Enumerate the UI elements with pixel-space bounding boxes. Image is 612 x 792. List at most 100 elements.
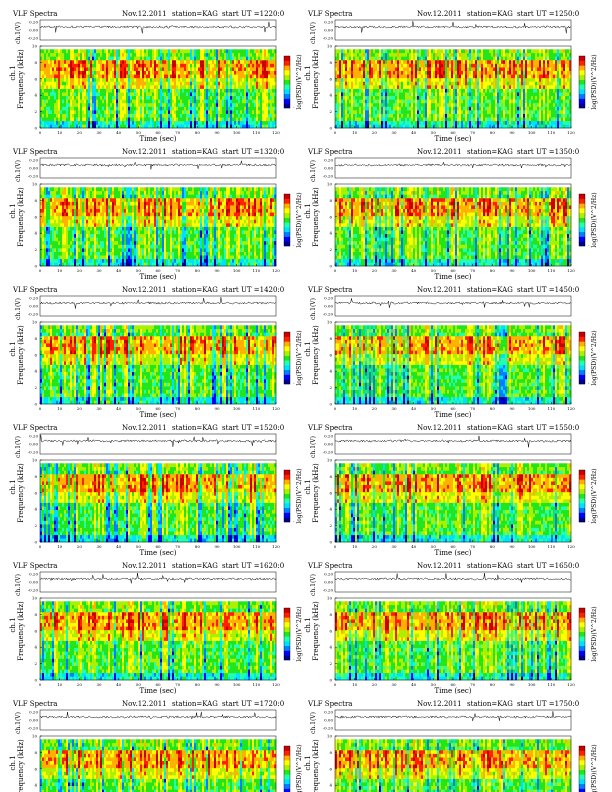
spectrogram-cell (248, 60, 250, 64)
spectrogram-cell (411, 64, 413, 68)
spectrogram-cell (491, 64, 493, 68)
spectrogram-cell (377, 85, 379, 89)
spectrogram-cell (441, 121, 443, 125)
spectrogram-cell (409, 117, 411, 121)
spectrogram-cell (272, 92, 274, 96)
spectrogram-cell (351, 103, 353, 107)
spectrogram-cell (42, 89, 44, 93)
colorbar-swatch (284, 99, 290, 104)
spectrogram-cell (463, 96, 465, 100)
spectrogram-cell (154, 67, 156, 71)
spectrogram-cell (449, 96, 451, 100)
spectrogram-cell (272, 124, 274, 128)
spectrogram-cell (503, 64, 505, 68)
spectrogram-cell (192, 81, 194, 85)
spectrogram-cell (168, 124, 170, 128)
spectrogram-cell (379, 53, 381, 57)
spectrogram-cell (485, 110, 487, 114)
spectrogram-cell (160, 121, 162, 125)
spectrogram-cell (507, 114, 509, 118)
spectrogram-cell (140, 99, 142, 103)
spectrogram-cell (252, 60, 254, 64)
spectrogram-cell (126, 67, 128, 71)
spectrogram-cell (425, 92, 427, 96)
spectrogram-cell (361, 114, 363, 118)
spectrogram-cell (381, 103, 383, 107)
spectrogram-cell (359, 85, 361, 89)
spectrogram-cell (363, 67, 365, 71)
spectrogram-cell (349, 107, 351, 111)
spectrogram-cell (453, 103, 455, 107)
spectrogram-cell (246, 99, 248, 103)
spectrogram-cell (220, 60, 222, 64)
spectrogram-cell (272, 89, 274, 93)
spectrogram-cell (411, 49, 413, 53)
spectrogram-cell (56, 114, 58, 118)
spectrogram-cell (445, 89, 447, 93)
spectrogram-cell (190, 64, 192, 68)
spectrogram-cell (82, 89, 84, 93)
spectrogram-cell (451, 60, 453, 64)
spectrogram-cell (341, 121, 343, 125)
spectrogram-cell (407, 85, 409, 89)
spectrogram-cell (104, 81, 106, 85)
spectrogram-cell (218, 56, 220, 60)
spectrogram-cell (88, 53, 90, 57)
spectrogram-cell (142, 71, 144, 75)
spectrogram-cell (168, 60, 170, 64)
spectrogram-cell (262, 121, 264, 125)
spectrogram-cell (166, 107, 168, 111)
spectrogram-cell (499, 114, 501, 118)
spectrogram-cell (68, 124, 70, 128)
spectrogram-cell (202, 110, 204, 114)
spectrogram-cell (383, 92, 385, 96)
spectrogram-cell (146, 117, 148, 121)
spectrogram-cell (80, 110, 82, 114)
spectrogram-cell (525, 117, 527, 121)
y-tick-label: 2 (34, 109, 37, 114)
spectrogram-cell (118, 81, 120, 85)
spectrogram-cell (196, 64, 198, 68)
spectrogram-cell (44, 49, 46, 53)
spectrogram-cell (88, 103, 90, 107)
spectrogram-cell (198, 121, 200, 125)
spectrogram-cell (200, 92, 202, 96)
spectrogram-cell (467, 107, 469, 111)
spectrogram-cell (385, 96, 387, 100)
spectrogram-cell (54, 74, 56, 78)
spectrogram-cell (461, 121, 463, 125)
spectrogram-cell (212, 99, 214, 103)
spectrogram-cell (78, 85, 80, 89)
spectrogram-cell (537, 67, 539, 71)
spectrogram-cell (84, 92, 86, 96)
spectrogram-cell (429, 67, 431, 71)
spectrogram-cell (471, 53, 473, 57)
spectrogram-cell (228, 78, 230, 82)
spectrogram-cell (479, 78, 481, 82)
spectrogram-cell (160, 78, 162, 82)
spectrogram-cell (264, 74, 266, 78)
spectrogram-cell (142, 53, 144, 57)
spectrogram-cell (160, 99, 162, 103)
spectrogram-cell (40, 89, 42, 93)
spectrogram-cell (417, 64, 419, 68)
spectrogram-cell (188, 96, 190, 100)
spectrogram-cell (48, 117, 50, 121)
spectrogram-cell (60, 103, 62, 107)
spectrogram-cell (212, 49, 214, 53)
spectrogram-cell (56, 121, 58, 125)
spectrogram-cell (110, 64, 112, 68)
spectrogram-cell (268, 117, 270, 121)
spectrogram-cell (198, 92, 200, 96)
spectrogram-cell (483, 78, 485, 82)
spectrogram-cell (188, 117, 190, 121)
spectrogram-cell (497, 67, 499, 71)
spectrogram-cell (58, 92, 60, 96)
spectrogram-cell (521, 114, 523, 118)
spectrogram-cell (240, 71, 242, 75)
spectrogram-cell (242, 64, 244, 68)
spectrogram-cell (507, 71, 509, 75)
spectrogram-cell (493, 110, 495, 114)
spectrogram-cell (132, 60, 134, 64)
spectrogram-cell (527, 114, 529, 118)
